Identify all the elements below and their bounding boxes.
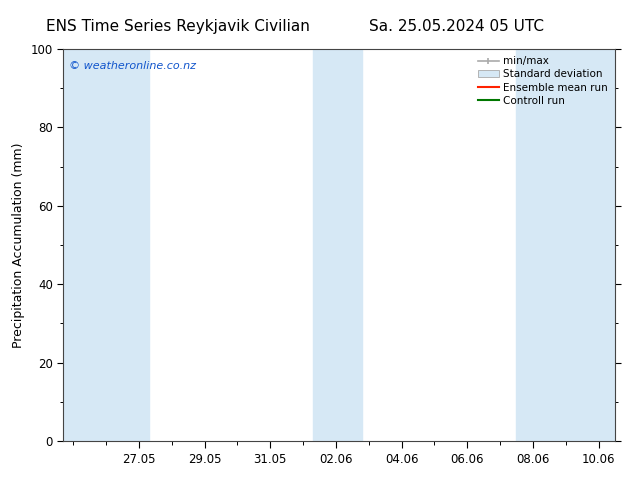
Text: ENS Time Series Reykjavik Civilian: ENS Time Series Reykjavik Civilian [46,20,309,34]
Y-axis label: Precipitation Accumulation (mm): Precipitation Accumulation (mm) [12,142,25,348]
Text: Sa. 25.05.2024 05 UTC: Sa. 25.05.2024 05 UTC [369,20,544,34]
Bar [63,49,149,441]
Text: © weatheronline.co.nz: © weatheronline.co.nz [69,61,196,71]
Legend: min/max, Standard deviation, Ensemble mean run, Controll run: min/max, Standard deviation, Ensemble me… [476,54,610,108]
Bar [313,49,362,441]
Bar [517,49,615,441]
